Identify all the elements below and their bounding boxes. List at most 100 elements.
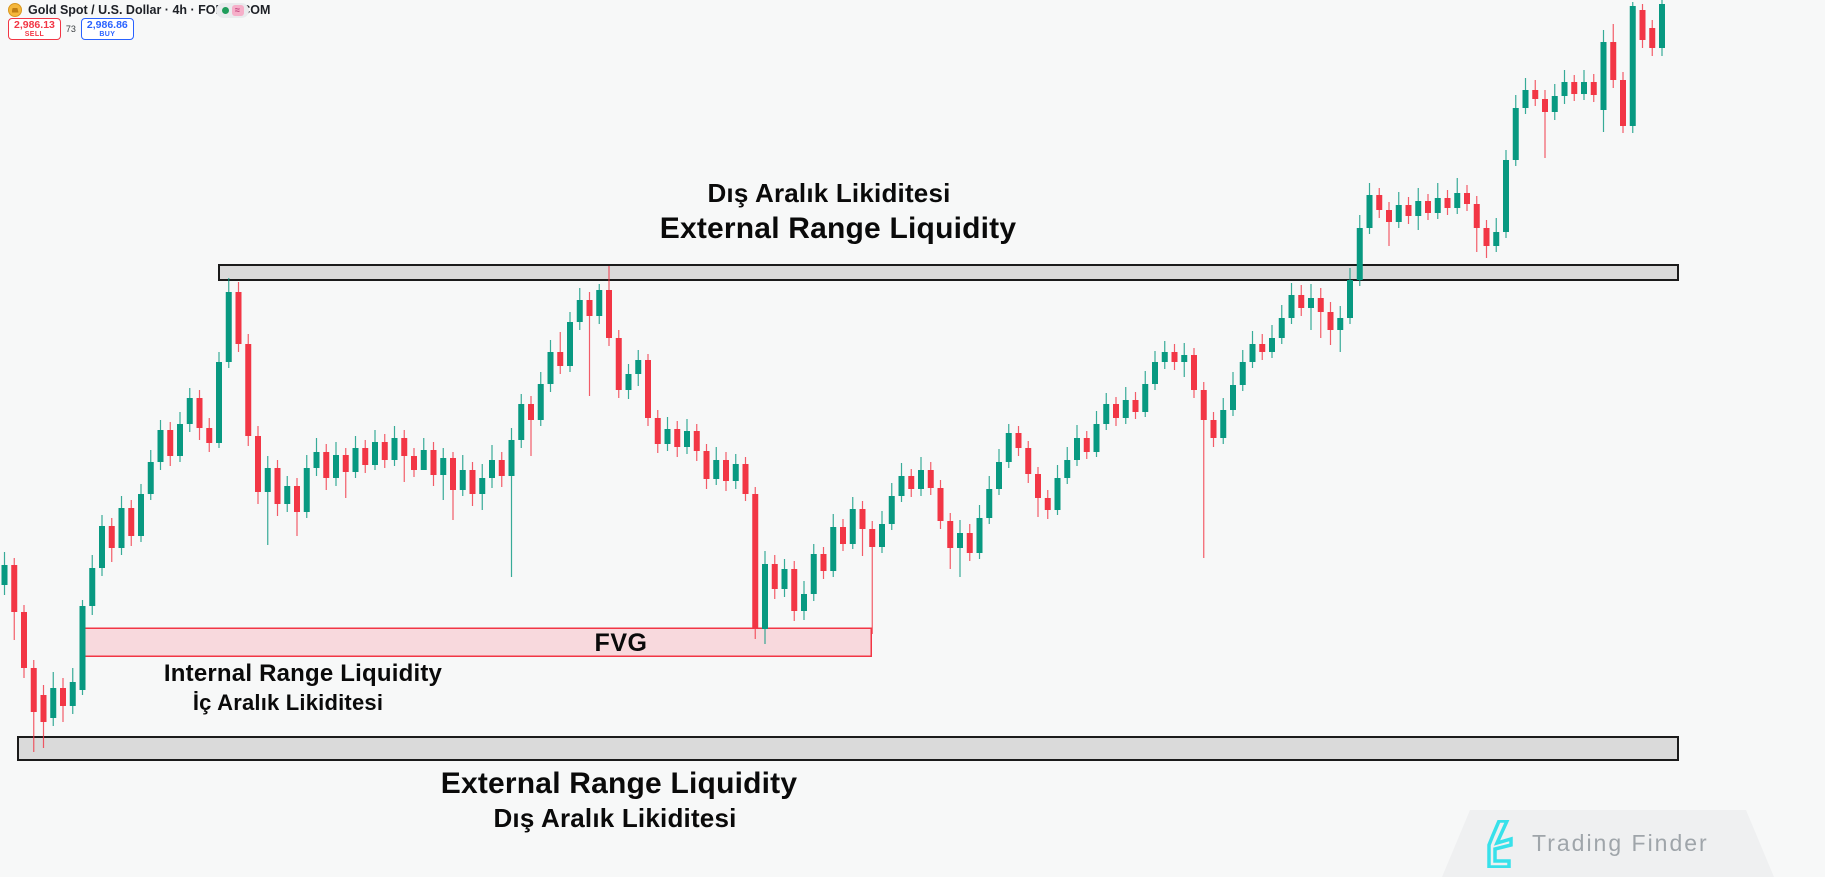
- candle-down: [1083, 438, 1090, 452]
- candle-up: [635, 360, 642, 374]
- candle-down: [381, 442, 388, 460]
- candle-up: [1230, 385, 1236, 410]
- candle-down: [947, 521, 954, 548]
- candle-up: [1512, 108, 1519, 160]
- symbol-title: Gold Spot / U.S. Dollar · 4h · FOREXCOM: [28, 3, 271, 17]
- candle-up: [1220, 410, 1227, 438]
- external-range-liquidity-bottom-zone: [17, 736, 1679, 761]
- candle-down: [1464, 193, 1470, 204]
- candle-down: [693, 431, 700, 451]
- candle-down: [1259, 344, 1266, 352]
- candle-down: [21, 612, 27, 668]
- candle-down: [1317, 298, 1324, 312]
- candle-up: [1249, 344, 1256, 362]
- candle-up: [1600, 42, 1607, 110]
- candle-up: [1239, 362, 1246, 385]
- candle-up: [1434, 198, 1441, 213]
- candle-up: [547, 352, 554, 384]
- candle-down: [1298, 295, 1305, 308]
- candle-down: [1425, 201, 1431, 213]
- candle-up: [147, 462, 154, 494]
- candle-down: [60, 688, 66, 706]
- watermark: Trading Finder: [1442, 810, 1774, 877]
- candle-down: [723, 460, 729, 481]
- candle-down: [1044, 498, 1051, 510]
- candle-down: [771, 564, 778, 589]
- candle-up: [1551, 96, 1558, 112]
- candle-up: [888, 496, 895, 524]
- candle-up: [1493, 232, 1500, 246]
- candle-up: [1356, 228, 1363, 280]
- internal-range-liquidity-label-turkish: İç Aralık Likiditesi: [192, 690, 384, 715]
- candle-up: [303, 468, 310, 512]
- candle-up: [186, 398, 193, 424]
- candle-up: [1161, 352, 1168, 362]
- candle-down: [1376, 195, 1383, 210]
- candle-down: [859, 509, 866, 529]
- candle-up: [479, 478, 486, 494]
- candle-up: [762, 564, 768, 629]
- buy-label: BUY: [99, 31, 116, 39]
- fvg-label: FVG: [594, 629, 648, 657]
- candle-up: [1005, 433, 1012, 462]
- candle-up: [1181, 355, 1188, 362]
- candle-up: [830, 527, 837, 571]
- candle-down: [908, 476, 915, 489]
- candle-down: [1649, 28, 1656, 48]
- candle-up: [537, 384, 544, 420]
- candle-down: [1620, 80, 1626, 126]
- candle-up: [1103, 404, 1110, 424]
- candle-down: [742, 464, 749, 494]
- symbol-legend[interactable]: Gold Spot / U.S. Dollar · 4h · FOREXCOM: [8, 3, 270, 17]
- sell-label: SELL: [24, 31, 45, 39]
- candle-up: [1454, 193, 1461, 208]
- candle-down: [586, 300, 593, 316]
- candle-up: [732, 464, 739, 481]
- buy-price: 2,986.86: [86, 19, 128, 31]
- candle-up: [284, 486, 291, 504]
- candle-down: [128, 508, 135, 536]
- candle-up: [664, 429, 671, 444]
- candle-up: [225, 292, 232, 362]
- candle-up: [1054, 478, 1061, 510]
- candle-down: [11, 565, 18, 612]
- candle-up: [567, 322, 573, 366]
- candle-up: [440, 458, 447, 475]
- candle-up: [1064, 460, 1071, 478]
- candle-up: [489, 460, 495, 478]
- candle-up: [918, 470, 924, 489]
- candle-up: [1074, 438, 1080, 460]
- candle-up: [79, 606, 86, 690]
- status-pill[interactable]: ≈: [216, 3, 249, 18]
- candle-up: [898, 476, 905, 496]
- candle-down: [206, 428, 213, 443]
- candle-down: [430, 450, 437, 475]
- candle-up: [684, 431, 690, 447]
- candle-down: [498, 460, 505, 476]
- candle-down: [752, 494, 759, 629]
- snooze-icon: ≈: [231, 5, 244, 16]
- candle-up: [99, 526, 105, 568]
- candle-up: [996, 462, 1002, 489]
- candle-up: [1347, 280, 1353, 318]
- sell-button[interactable]: 2,986.13 SELL: [8, 18, 61, 41]
- candle-down: [528, 404, 534, 420]
- candle-down: [40, 695, 47, 722]
- candle-up: [1415, 201, 1422, 216]
- buy-button[interactable]: 2,986.86 BUY: [80, 18, 134, 41]
- fvg-zone: [83, 627, 872, 657]
- candle-down: [1210, 420, 1217, 438]
- candle-up: [352, 448, 359, 472]
- candle-down: [1171, 352, 1178, 362]
- candle-down: [654, 418, 661, 444]
- candle-down: [1386, 210, 1392, 222]
- top-zone-label-turkish: Dış Aralık Likiditesi: [707, 178, 951, 208]
- candle-down: [606, 290, 612, 338]
- candle-down: [450, 458, 456, 490]
- candle-down: [1473, 204, 1480, 228]
- candle-up: [372, 442, 378, 465]
- sell-price: 2,986.13: [14, 19, 55, 31]
- candle-up: [459, 470, 466, 490]
- candle-down: [342, 455, 349, 472]
